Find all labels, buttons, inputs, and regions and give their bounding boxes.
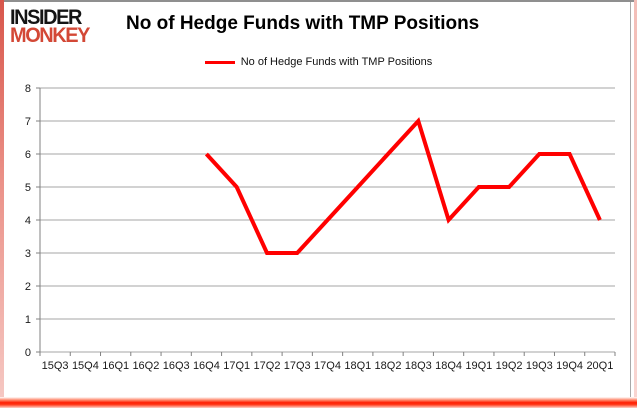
x-tick-label: 19Q3 (526, 360, 553, 372)
y-tick-label: 2 (25, 281, 31, 293)
y-tick-label: 1 (25, 314, 31, 326)
x-tick-label: 16Q3 (163, 360, 190, 372)
x-tick-label: 17Q3 (284, 360, 311, 372)
chart-title: No of Hedge Funds with TMP Positions (126, 13, 480, 34)
y-tick-label: 4 (25, 215, 31, 227)
x-tick-label: 18Q4 (435, 360, 462, 372)
x-tick-label: 15Q4 (72, 360, 99, 372)
x-tick-label: 18Q3 (405, 360, 432, 372)
x-tick-label: 19Q2 (496, 360, 523, 372)
left-border (0, 0, 4, 408)
chart-frame-right (630, 2, 631, 398)
x-tick-label: 17Q2 (254, 360, 281, 372)
x-tick-label: 19Q1 (465, 360, 492, 372)
bottom-border (0, 397, 637, 408)
logo-line-insider: INSIDER (10, 6, 82, 29)
y-tick-label: 7 (25, 116, 31, 128)
right-border (634, 0, 637, 408)
x-tick-label: 17Q1 (223, 360, 250, 372)
x-tick-label: 16Q1 (102, 360, 129, 372)
logo-line-monkey: MONKEY (10, 23, 90, 47)
y-tick-label: 3 (25, 248, 31, 260)
y-tick-label: 6 (25, 149, 31, 161)
x-tick-label: 15Q3 (42, 360, 69, 372)
y-tick-label: 5 (25, 182, 31, 194)
series-line (204, 117, 602, 255)
x-tick-label: 19Q4 (556, 360, 583, 372)
x-tick-label: 17Q4 (314, 360, 341, 372)
x-tick-label: 18Q2 (375, 360, 402, 372)
legend: No of Hedge Funds with TMP Positions (0, 56, 637, 68)
y-tick-label: 0 (25, 347, 31, 359)
insider-monkey-logo: INSIDER MONKEY (10, 6, 90, 47)
legend-label: No of Hedge Funds with TMP Positions (240, 56, 433, 68)
x-tick-label: 18Q1 (344, 360, 371, 372)
legend-line-marker (204, 60, 235, 64)
x-tick-label: 20Q1 (586, 360, 613, 372)
x-tick-label: 16Q2 (132, 360, 159, 372)
x-tick-label: 16Q4 (193, 360, 220, 372)
top-border (0, 0, 637, 2)
y-tick-label: 8 (25, 83, 31, 95)
